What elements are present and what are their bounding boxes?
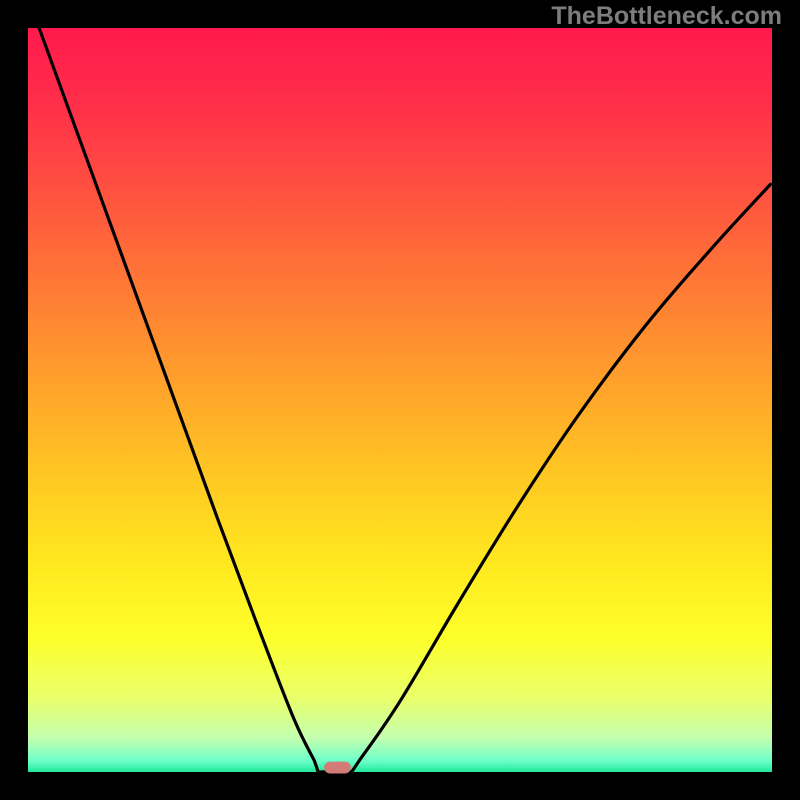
trough-marker (324, 762, 351, 774)
bottleneck-chart (0, 0, 800, 800)
gradient-background (28, 28, 772, 772)
watermark-text: TheBottleneck.com (551, 2, 782, 31)
